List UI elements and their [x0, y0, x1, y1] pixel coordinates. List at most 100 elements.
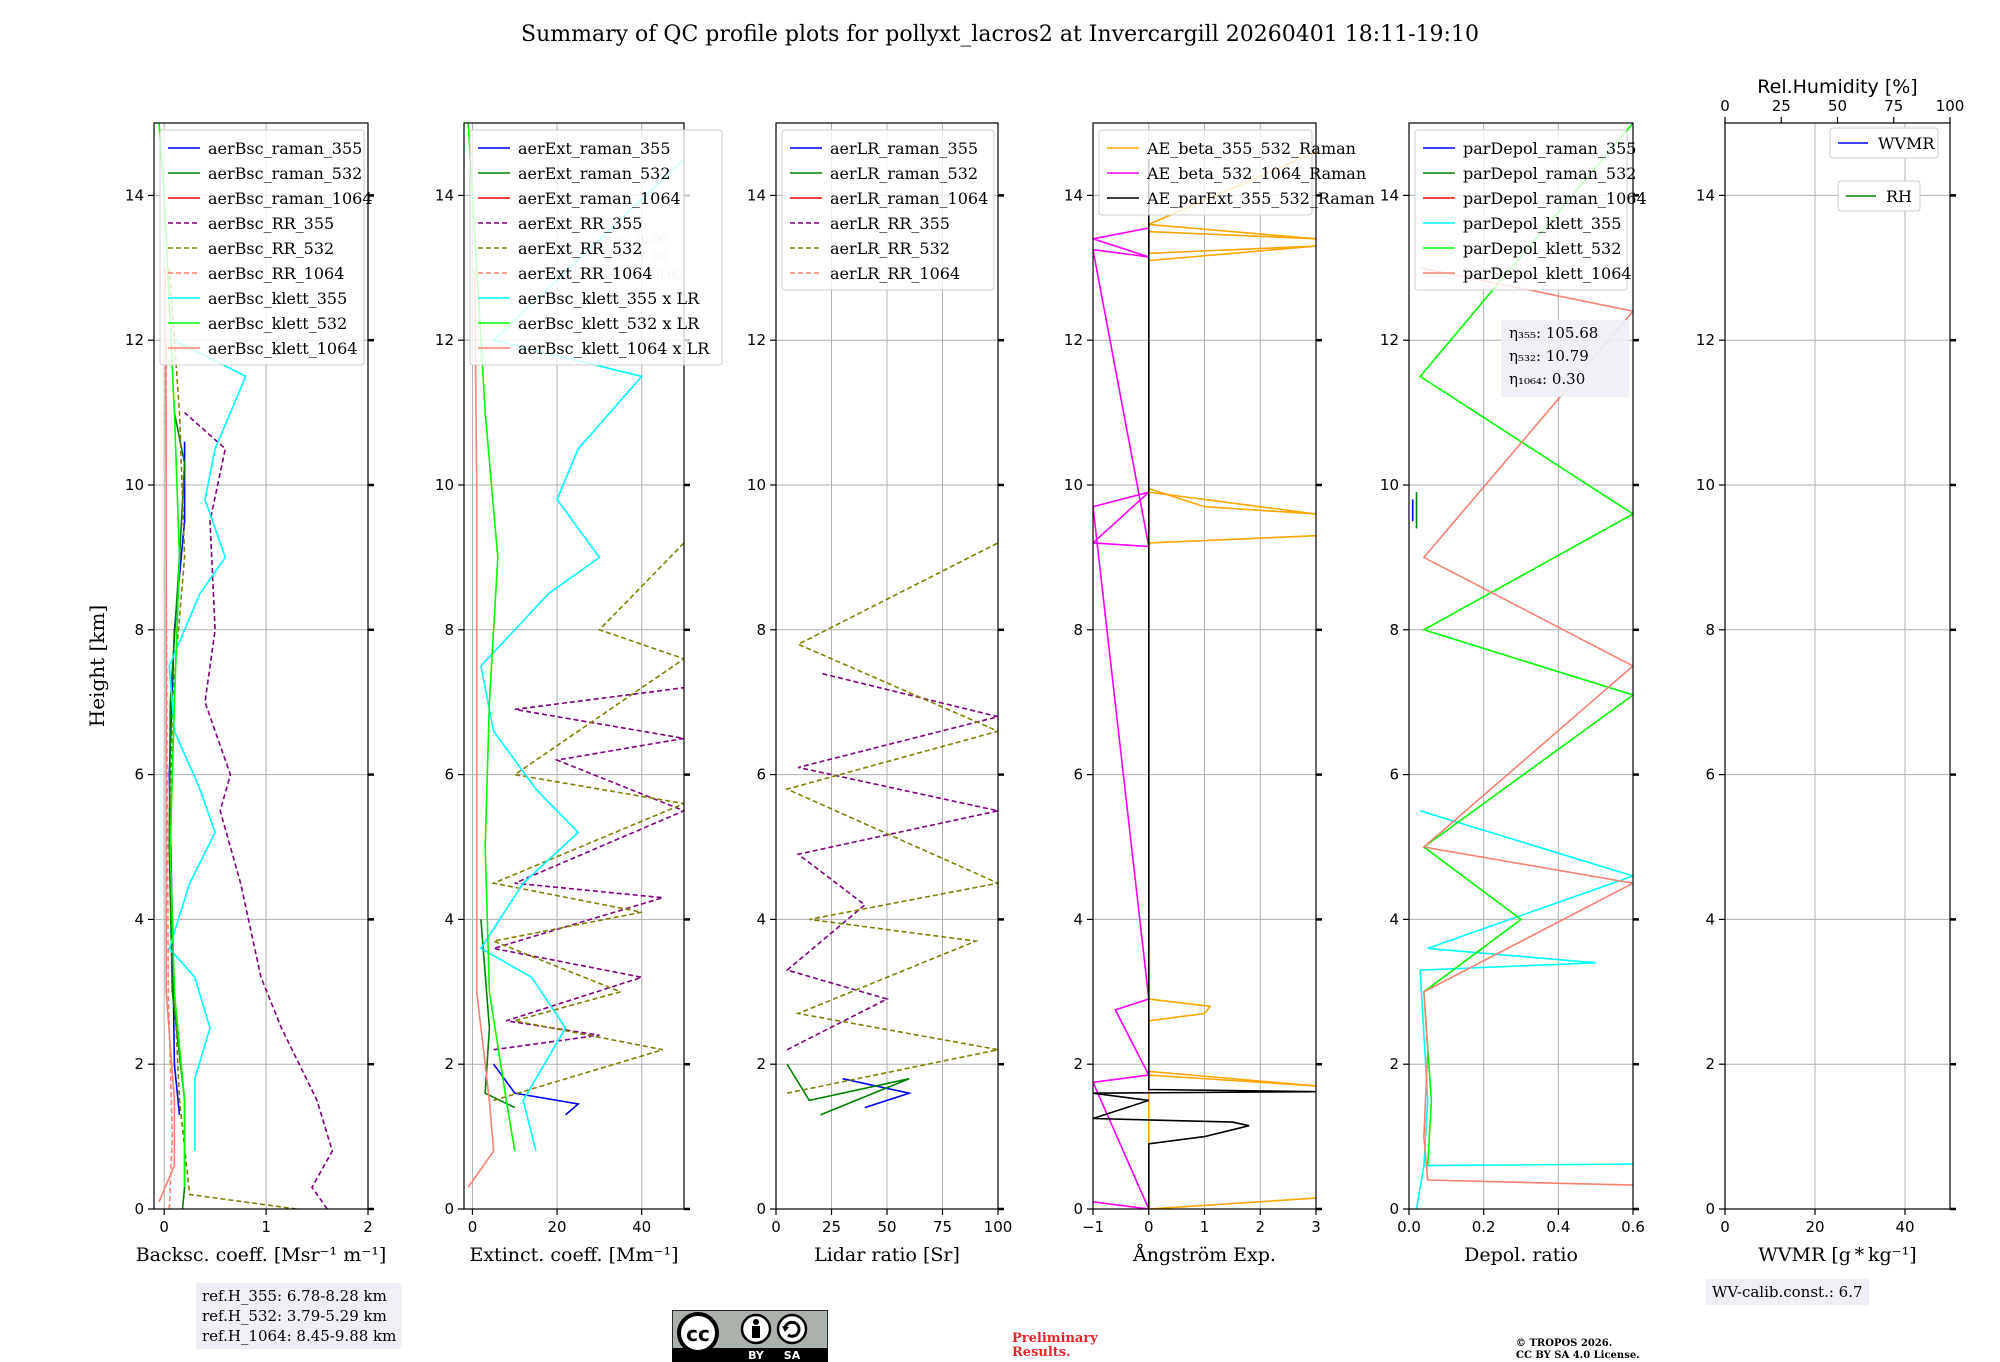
copyright-note: © TROPOS 2026. CC BY SA 4.0 License. — [1516, 1338, 1640, 1362]
x-tick-label: 0.2 — [1472, 1218, 1496, 1236]
series-line-aerBsc_RR_355 — [184, 412, 334, 1209]
y-tick-label: 0 — [444, 1200, 454, 1218]
top-x-axis-label: Rel.Humidity [%] — [1757, 76, 1917, 98]
y-tick-label: 0 — [1705, 1200, 1715, 1218]
y-tick-label: 2 — [1389, 1055, 1399, 1073]
series-line-aerLR_raman_355 — [842, 1077, 913, 1109]
legend-label: aerLR_raman_355 — [830, 139, 978, 158]
x-tick-label: 0 — [159, 1218, 169, 1236]
y-tick-label: 14 — [125, 186, 144, 204]
y-tick-label: 2 — [1705, 1055, 1715, 1073]
panel-lr: 0 25 50 75 100 0 2 4 6 8 10 12 14 Lidar ratio [Sr] aer… — [747, 122, 1012, 1266]
legend-label: aerBsc_raman_532 — [208, 164, 362, 183]
panel-depol: 0.0 0.2 0.4 0.6 0 2 4 6 8 10 12 14 Depol. ratio η₃₅₅:… — [1380, 122, 1647, 1266]
x-tick-label: 20 — [548, 1218, 567, 1236]
legend-label: aerBsc_klett_355 x LR — [518, 289, 700, 308]
legend-label: aerExt_raman_355 — [518, 139, 671, 158]
cc-by-sa-badge: cc BY SA — [672, 1310, 828, 1362]
legend-box — [469, 129, 723, 366]
y-tick-label: 4 — [134, 910, 144, 928]
y-tick-label: 6 — [1073, 766, 1083, 784]
legend-label: aerBsc_raman_355 — [208, 139, 362, 158]
y-tick-label: 14 — [1696, 186, 1715, 204]
annotation-text: η₃₅₅: 105.68 — [1509, 324, 1598, 342]
legend-label: AE_parExt_355_532_Raman — [1146, 189, 1375, 208]
axes-frame — [1724, 122, 1951, 1210]
y-tick-label: 14 — [1380, 186, 1399, 204]
y-tick-label: 12 — [1380, 331, 1399, 349]
legend-label: parDepol_klett_355 — [1463, 214, 1621, 233]
y-tick-label: 4 — [444, 910, 454, 928]
legend-label: aerBsc_raman_1064 — [208, 189, 373, 208]
legend-label: aerBsc_RR_1064 — [208, 264, 344, 283]
series-line-parDepol_klett_1064 — [1420, 267, 1633, 1186]
series-line-aerBsc_klett_1064-x-LR — [467, 267, 495, 1188]
y-tick-label: 6 — [444, 766, 454, 784]
ref-height-1064: ref.H_1064: 8.45-9.88 km — [202, 1327, 397, 1345]
x-tick-label: −1 — [1082, 1218, 1104, 1236]
x-tick-label: 3 — [1311, 1218, 1321, 1236]
y-tick-label: 12 — [1064, 331, 1083, 349]
y-tick-label: 12 — [435, 331, 454, 349]
y-tick-label: 2 — [444, 1055, 454, 1073]
series-line-AE_beta_355_532_Raman — [1148, 151, 1316, 1209]
y-tick-label: 10 — [1696, 476, 1715, 494]
y-tick-label: 6 — [756, 766, 766, 784]
x-tick-label: 0.6 — [1621, 1218, 1645, 1236]
y-tick-label: 0 — [1389, 1200, 1399, 1218]
axes-frame — [153, 122, 369, 1210]
x-tick-label: 75 — [933, 1218, 952, 1236]
y-tick-label: 4 — [1389, 910, 1399, 928]
series-group — [1093, 151, 1316, 1209]
y-tick-label: 14 — [1064, 186, 1083, 204]
legend-box — [159, 129, 365, 366]
top-x-tick-label: 50 — [1828, 97, 1847, 115]
legend-label: WVMR — [1878, 134, 1935, 153]
annotation-text: η₅₃₂: 10.79 — [1509, 347, 1589, 365]
x-tick-label: 2 — [1255, 1218, 1265, 1236]
legend-label: AE_beta_532_1064_Raman — [1146, 164, 1366, 183]
y-tick-label: 8 — [1389, 621, 1399, 639]
series-line-AE_parExt_355_532_Raman — [1093, 159, 1316, 1209]
y-tick-label: 0 — [756, 1200, 766, 1218]
legend-label: aerLR_RR_355 — [830, 214, 950, 233]
x-tick-label: 20 — [1805, 1218, 1824, 1236]
cc-badge-sa: SA — [784, 1349, 801, 1362]
axes-frame — [775, 122, 999, 1210]
series-line-aerLR_RR_355 — [785, 672, 998, 1051]
x-axis-label: Ångström Exp. — [1132, 1244, 1276, 1266]
y-tick-label: 8 — [444, 621, 454, 639]
x-tick-label: 0 — [468, 1218, 478, 1236]
top-x-tick-label: 100 — [1936, 97, 1965, 115]
legend-label: aerBsc_klett_1064 x LR — [518, 339, 710, 358]
x-tick-label: 1 — [261, 1218, 271, 1236]
top-x-tick-label: 75 — [1884, 97, 1903, 115]
series-line-aerExt_RR_532 — [490, 542, 684, 1102]
x-tick-label: 0.4 — [1546, 1218, 1570, 1236]
preliminary-line-1: Preliminary — [1012, 1331, 1098, 1346]
y-tick-label: 12 — [125, 331, 144, 349]
y-tick-label: 14 — [747, 186, 766, 204]
series-line-aerBsc_klett_1064 — [158, 267, 176, 1203]
y-tick-label: 6 — [1705, 766, 1715, 784]
y-tick-label: 8 — [1073, 621, 1083, 639]
series-line-parDepol_klett_355 — [1415, 810, 1633, 1209]
sa-share-icon — [776, 1313, 808, 1345]
preliminary-note: Preliminary Results. — [1012, 1332, 1098, 1360]
legend-box — [1837, 180, 1921, 212]
y-tick-label: 8 — [1705, 621, 1715, 639]
series-line-aerBsc_RR_532 — [168, 267, 297, 1209]
series-line-aerExt_raman_355 — [492, 1063, 581, 1116]
y-tick-label: 10 — [747, 476, 766, 494]
y-tick-label: 10 — [1380, 476, 1399, 494]
legend-label: aerExt_raman_532 — [518, 164, 671, 183]
legend-box — [781, 129, 995, 291]
y-tick-label: 2 — [134, 1055, 144, 1073]
x-axis-label: Extinct. coeff. [Mm⁻¹] — [469, 1244, 678, 1266]
legend-label: parDepol_klett_532 — [1463, 239, 1621, 258]
annotation-box — [1501, 320, 1629, 397]
y-tick-label: 6 — [1389, 766, 1399, 784]
